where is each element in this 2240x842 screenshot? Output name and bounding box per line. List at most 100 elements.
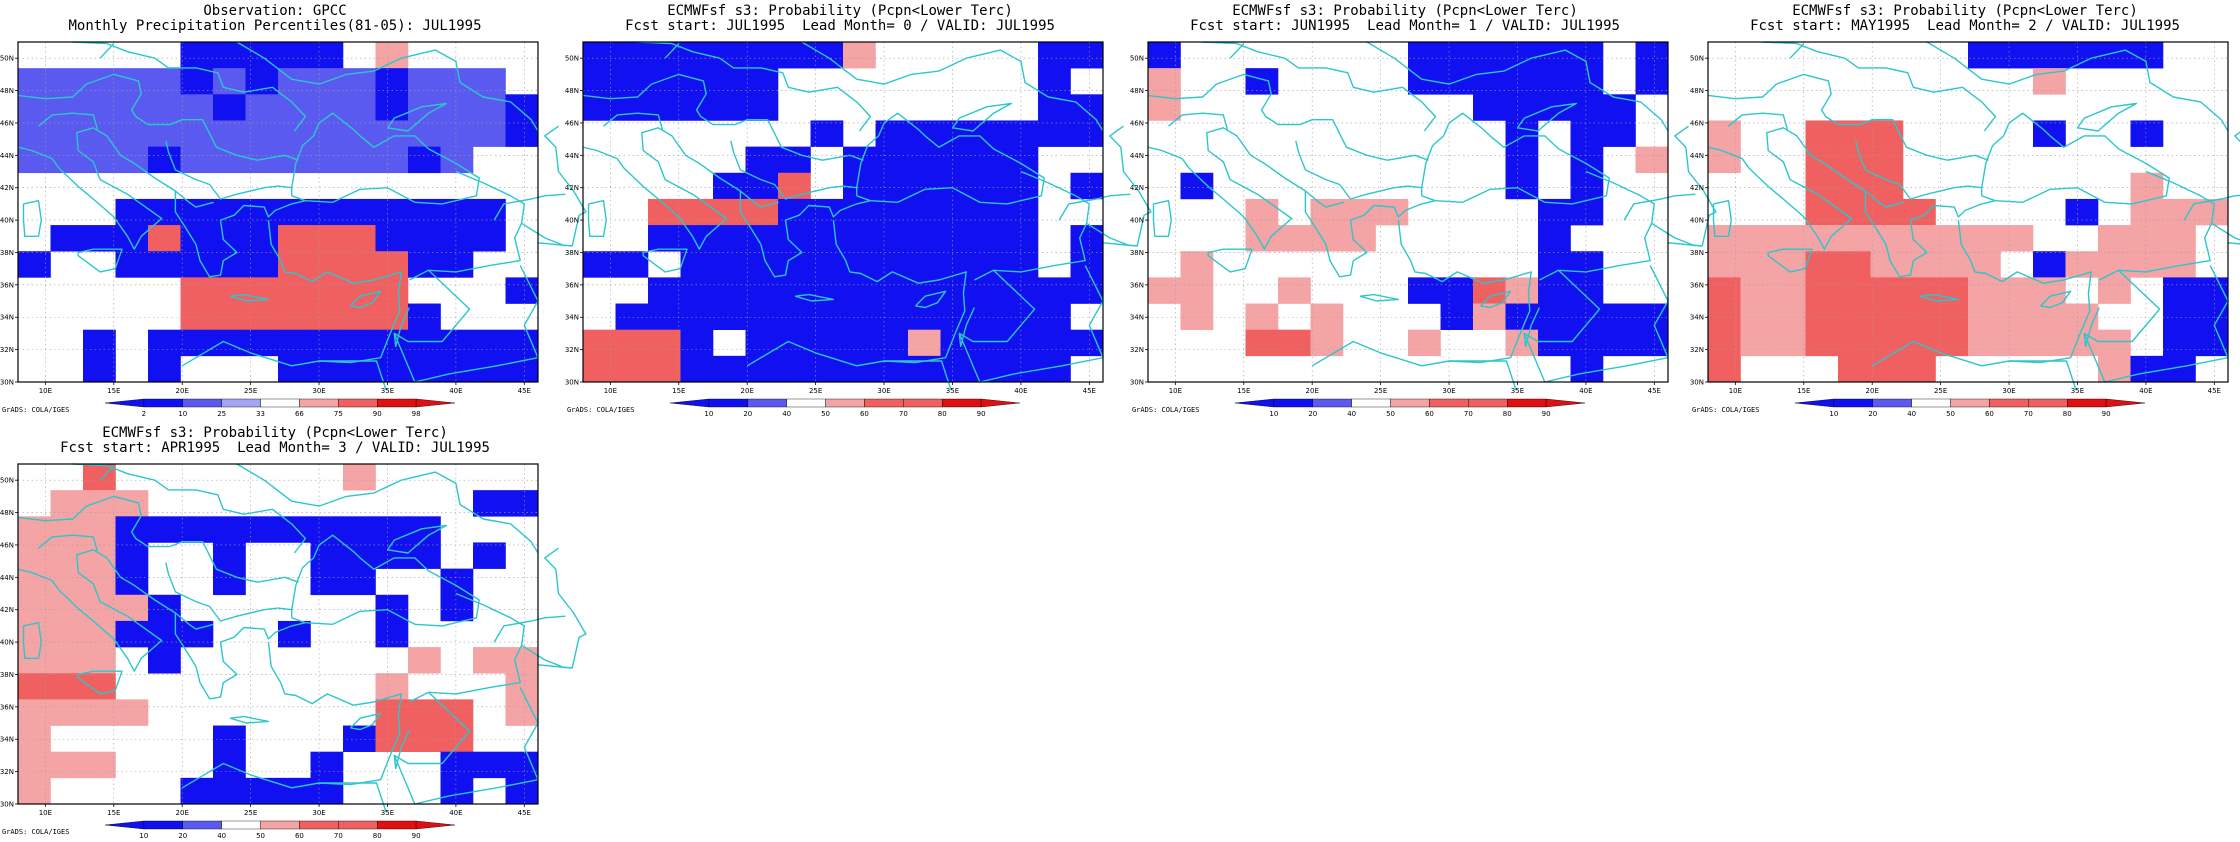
lat-tick-label: 34N [0,736,14,744]
grid-cell [680,277,714,304]
axes: 10E 15E 20E 25E 30E 35E 40E 45E 30N 32N 34N 36N 38N 4… [0,55,531,395]
grid-cell [973,251,1006,278]
panel-title-line2: Fcst start: JUL1995 Lead Month= 0 / VALI… [625,18,1055,34]
coastline [229,715,270,724]
colorbar-segment [2028,398,2068,408]
coastline [181,642,402,789]
colorbar-label: 70 [2024,410,2033,418]
grid-cell [213,146,246,174]
grid-cell [473,751,506,779]
grid-cell [1903,329,1936,357]
colorbar-segment [708,398,748,408]
grid-cell [310,329,344,357]
grid-cell [648,277,681,304]
grid-cell [440,355,474,383]
lon-tick-label: 45E [518,387,531,395]
colorbar-label: 20 [743,410,752,418]
grid-cell [2163,198,2196,226]
grid-cell [278,303,311,330]
grid-cell [18,251,51,278]
grid-cell [583,329,616,357]
grid-cell [440,329,474,357]
grid-cell [343,568,376,596]
coastline [409,170,525,281]
grid-cell [843,172,876,200]
colorbar-label: 66 [295,410,304,418]
grid-cell [310,251,344,278]
grid-cell [1708,355,1741,383]
coastline [739,190,779,208]
grid-cell [408,225,441,252]
grid-cell [713,251,746,278]
colorbar-label: 25 [217,410,226,418]
grid-cell [1740,225,1774,252]
coastline [884,360,952,391]
lon-tick-label: 40E [1579,387,1592,395]
coastline [1919,293,1960,302]
coastline [1086,222,1131,247]
grid-cell [213,516,246,543]
grid-cell [1903,355,1936,383]
lat-tick-label: 30N [565,379,579,387]
grid-cell [1635,303,1669,330]
panel-title-line2: Monthly Precipitation Percentiles(81-05)… [68,18,482,34]
grid-cell [1740,277,1774,304]
grid-cell [440,68,474,95]
grid-cell [713,94,746,121]
grid-cell [343,251,376,278]
lat-tick-label: 44N [0,574,14,582]
grid-cell [18,120,51,147]
coastline [915,290,947,309]
grid-cell [1740,329,1774,357]
colorbar-arrow-right [415,820,456,830]
grid-cell [245,303,279,330]
lat-tick-label: 34N [1690,314,1704,322]
grid-cell [1343,225,1376,252]
grid-cell [278,225,311,252]
grid-cell [1070,94,1104,121]
lat-tick-label: 34N [1130,314,1144,322]
grid-cell [2000,329,2034,357]
grid-cell [778,251,811,278]
grid-cell [1773,303,1806,330]
grid-cell [875,120,909,147]
grid-cell [1838,277,1871,304]
colorbar-label: 40 [1907,410,1916,418]
grid-cell [50,225,84,252]
grid-cell [148,516,181,543]
lat-tick-label: 40N [0,217,14,225]
colorbar-segment [747,398,787,408]
panel-lead-3: ECMWFsf s3: Probability (Pcpn<Lower Terc… [0,422,587,842]
grid-cell [375,251,409,278]
colorbar-label: 50 [1946,410,1955,418]
grid-cell [1805,172,1839,200]
coastline [1712,199,1732,238]
grid-cell [83,355,116,383]
lat-tick-label: 38N [0,249,14,257]
grid-cell [148,251,181,278]
grid-cell [18,777,51,805]
grid-cell [83,329,116,357]
grid-cell [375,673,409,700]
grid-cell [1473,42,1506,69]
panel-title-line1: ECMWFsf s3: Probability (Pcpn<Lower Terc… [667,3,1013,19]
grid-cell [505,94,539,121]
colorbar-segment [338,820,378,830]
coastline [17,549,197,672]
grid-cell [505,777,539,805]
lat-tick-label: 50N [565,55,579,63]
grid-cell [245,251,279,278]
grid-cell [18,725,51,752]
colorbar-arrow-left [104,398,145,408]
lon-tick-label: 45E [1648,387,1661,395]
grid-cell [310,120,344,147]
grid-cell [2195,303,2229,330]
grid-cell [213,303,246,330]
grid-cell [1038,120,1071,147]
grid-cell [1070,120,1104,147]
grid-cell [310,277,344,304]
grid-cell [778,329,811,357]
grid-cell [50,751,84,779]
grid-cell [583,68,616,95]
grid-cell [745,94,779,121]
